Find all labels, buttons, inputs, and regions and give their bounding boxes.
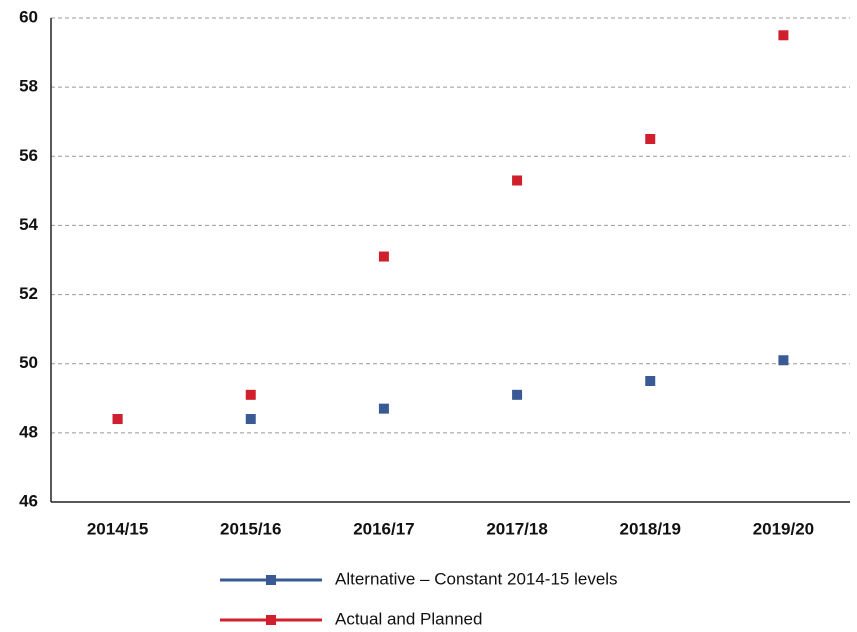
data-point: [245, 389, 256, 400]
x-tick-label: 2018/19: [620, 519, 681, 538]
data-point: [512, 175, 523, 186]
y-tick-label: 54: [19, 215, 38, 234]
y-tick-label: 58: [19, 77, 38, 96]
x-tick-label: 2019/20: [753, 519, 814, 538]
data-point: [645, 376, 656, 386]
legend-marker: [266, 615, 276, 625]
y-tick-label: 50: [19, 353, 38, 372]
data-point: [778, 355, 789, 366]
data-point: [112, 414, 123, 425]
y-tick-label: 56: [19, 146, 38, 165]
data-point: [512, 389, 523, 400]
x-tick-label: 2015/16: [220, 519, 281, 538]
y-tick-label: 60: [19, 7, 38, 26]
y-tick-label: 52: [19, 284, 38, 303]
y-tick-label: 48: [19, 422, 38, 441]
legend-label: Alternative – Constant 2014-15 levels: [335, 569, 618, 588]
x-tick-label: 2017/18: [486, 519, 547, 538]
data-point: [245, 414, 256, 425]
data-point: [645, 134, 656, 144]
y-tick-label: 46: [19, 491, 38, 510]
legend-label: Actual and Planned: [335, 609, 482, 628]
legend-marker: [266, 575, 276, 585]
data-point: [378, 403, 389, 414]
x-tick-label: 2014/15: [87, 519, 148, 538]
data-point: [778, 30, 789, 41]
data-point: [378, 251, 389, 262]
x-tick-label: 2016/17: [353, 519, 414, 538]
